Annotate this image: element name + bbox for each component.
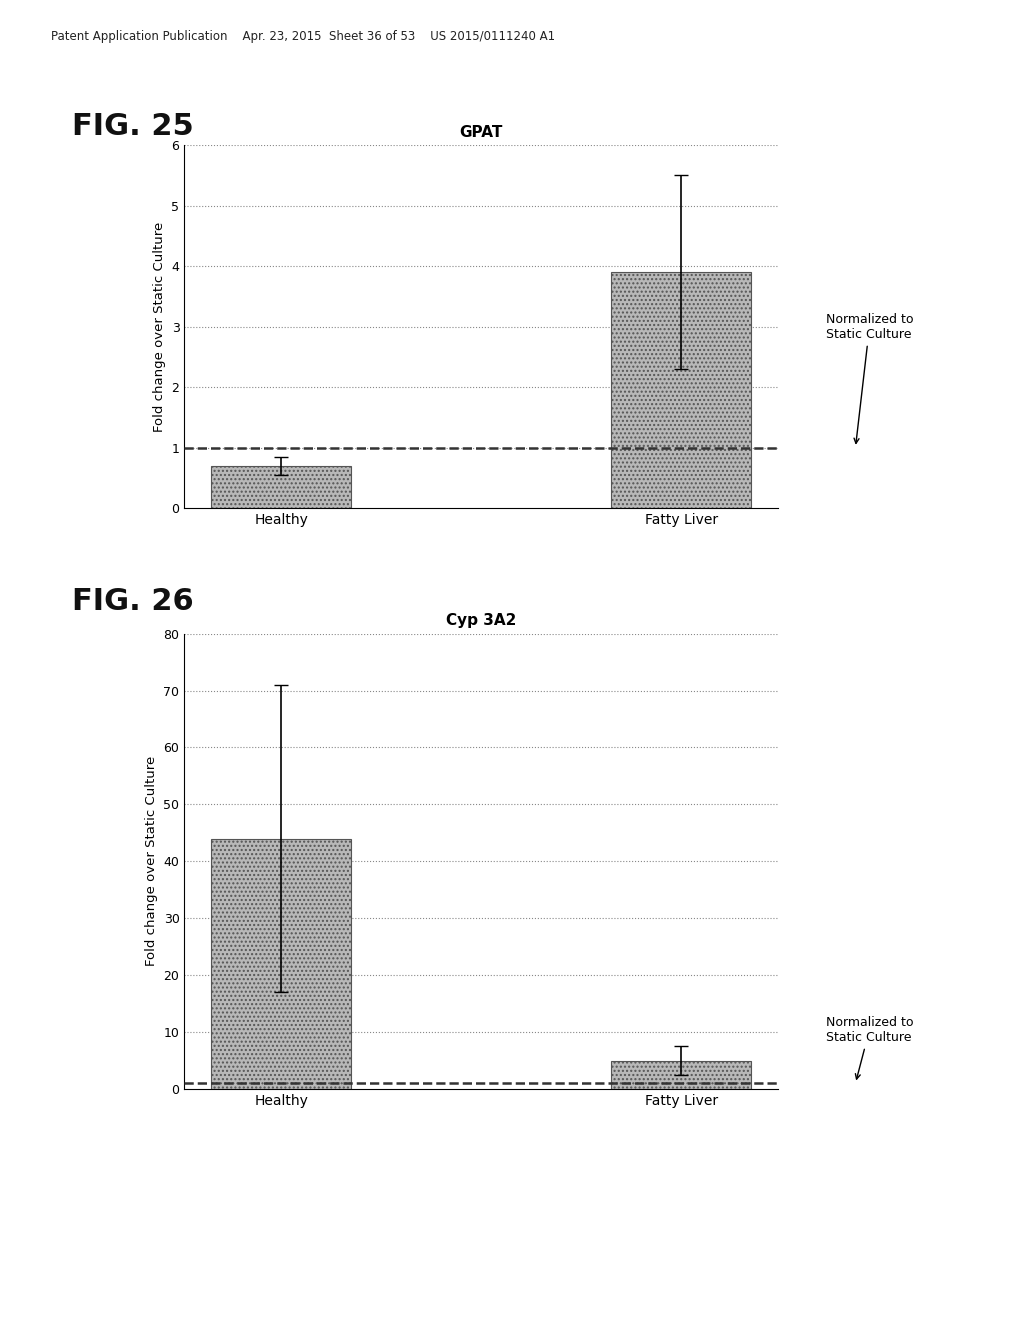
Title: GPAT: GPAT bbox=[460, 125, 503, 140]
Bar bbox=[611, 272, 752, 508]
Y-axis label: Fold change over Static Culture: Fold change over Static Culture bbox=[153, 222, 166, 432]
Text: Normalized to
Static Culture: Normalized to Static Culture bbox=[825, 1016, 913, 1080]
Bar bbox=[611, 1060, 752, 1089]
Text: FIG. 25: FIG. 25 bbox=[72, 112, 194, 141]
Y-axis label: Fold change over Static Culture: Fold change over Static Culture bbox=[145, 756, 158, 966]
Text: Normalized to
Static Culture: Normalized to Static Culture bbox=[825, 313, 913, 444]
Bar bbox=[211, 466, 351, 508]
Title: Cyp 3A2: Cyp 3A2 bbox=[446, 614, 516, 628]
Bar bbox=[211, 838, 351, 1089]
Text: Patent Application Publication    Apr. 23, 2015  Sheet 36 of 53    US 2015/01112: Patent Application Publication Apr. 23, … bbox=[51, 30, 555, 44]
Text: FIG. 26: FIG. 26 bbox=[72, 587, 194, 616]
